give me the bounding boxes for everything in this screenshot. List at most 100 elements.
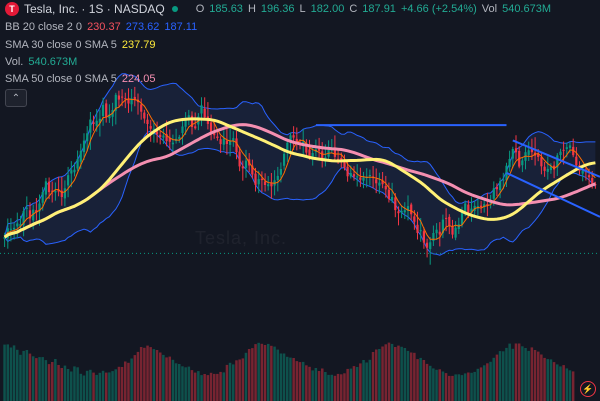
volume-bar bbox=[314, 368, 318, 401]
candle-body bbox=[425, 242, 429, 248]
indicator-volume[interactable]: Vol. 540.673M bbox=[5, 54, 77, 70]
volume-bar bbox=[292, 358, 295, 401]
volume-bar bbox=[289, 357, 292, 401]
candle-body bbox=[190, 115, 194, 127]
symbol-title[interactable]: Tesla, Inc. · 1S · NASDAQ bbox=[24, 2, 165, 16]
volume-bar bbox=[25, 350, 29, 401]
volume-bar bbox=[514, 343, 518, 401]
volume-bar bbox=[416, 359, 419, 401]
volume-bar bbox=[479, 367, 483, 401]
candle-body bbox=[384, 186, 387, 190]
candle-body bbox=[229, 140, 232, 145]
volume-bar bbox=[200, 375, 203, 401]
candle-body bbox=[38, 203, 41, 212]
candle-body bbox=[575, 156, 578, 166]
volume-bar bbox=[467, 372, 470, 401]
volume-bar bbox=[365, 362, 368, 401]
volume-bar bbox=[117, 366, 121, 401]
symbol-row[interactable]: T Tesla, Inc. · 1S · NASDAQ O 185.63 H 1… bbox=[5, 1, 551, 17]
candle-body bbox=[149, 126, 152, 129]
candle-body bbox=[254, 173, 257, 185]
volume-bar bbox=[511, 348, 515, 401]
volume-bar bbox=[28, 353, 32, 401]
candle-body bbox=[162, 135, 165, 138]
candle-body bbox=[400, 210, 403, 213]
volume-bar bbox=[6, 344, 9, 401]
volume-bar bbox=[197, 371, 200, 401]
candle-body bbox=[311, 153, 314, 158]
volume-bar bbox=[498, 351, 502, 401]
change-value: +4.66 (+2.54%) bbox=[400, 3, 477, 15]
volume-bar bbox=[556, 364, 559, 401]
candle-body bbox=[305, 143, 308, 153]
candle-body bbox=[321, 151, 324, 162]
lightning-icon[interactable]: ⚡ bbox=[580, 381, 596, 397]
indicator-bb[interactable]: BB 20 close 2 0 230.37 273.62 187.11 bbox=[5, 19, 197, 35]
candle-body bbox=[565, 147, 568, 149]
candle-body bbox=[511, 149, 514, 159]
volume-bar bbox=[171, 359, 175, 401]
volume-bar bbox=[89, 369, 92, 401]
volume-bar bbox=[178, 364, 181, 401]
candle-body bbox=[124, 98, 127, 100]
volume-bar bbox=[317, 371, 321, 401]
indicator-sma50[interactable]: SMA 50 close 0 SMA 5 224.05 bbox=[5, 71, 156, 87]
candle-body bbox=[527, 150, 530, 155]
volume-bar bbox=[16, 349, 19, 401]
candle-body bbox=[591, 178, 594, 184]
candle-body bbox=[171, 142, 174, 145]
volume-bar bbox=[384, 344, 387, 401]
candle-body bbox=[479, 205, 483, 207]
volume-bar bbox=[473, 371, 476, 401]
volume-bar bbox=[298, 362, 302, 401]
volume-bar bbox=[390, 343, 394, 401]
volume-bar bbox=[260, 343, 264, 401]
candle-body bbox=[540, 157, 543, 167]
volume-bar bbox=[311, 370, 314, 401]
indicator-label: Vol. bbox=[5, 56, 24, 68]
candle-body bbox=[502, 179, 505, 181]
volume-bar bbox=[267, 343, 270, 401]
volume-bar bbox=[273, 346, 276, 401]
candle-body bbox=[257, 179, 260, 185]
collapse-legend-button[interactable]: ⌃ bbox=[5, 89, 27, 107]
volume-bar bbox=[352, 366, 356, 401]
candle-body bbox=[92, 122, 95, 124]
volume-bar bbox=[270, 345, 273, 401]
indicator-sma30[interactable]: SMA 30 close 0 SMA 5 237.79 bbox=[5, 37, 156, 53]
candle-body bbox=[47, 181, 51, 193]
candle-body bbox=[556, 155, 559, 168]
candle-body bbox=[146, 119, 149, 124]
volume-bar bbox=[114, 369, 117, 401]
open-value: 185.63 bbox=[209, 3, 243, 15]
volume-bar bbox=[95, 374, 98, 401]
volume-bar bbox=[359, 363, 362, 401]
candle-body bbox=[317, 148, 321, 151]
candle-body bbox=[13, 227, 16, 230]
volume-bar bbox=[12, 345, 16, 401]
volume-bar bbox=[463, 373, 467, 401]
candle-body bbox=[368, 175, 371, 176]
candle-body bbox=[82, 140, 86, 153]
volume-bar bbox=[241, 358, 245, 401]
volume-bar bbox=[457, 374, 461, 401]
candle-body bbox=[63, 188, 66, 199]
candle-body bbox=[470, 208, 473, 214]
volume-bar bbox=[3, 344, 6, 401]
close-label: C bbox=[349, 3, 358, 15]
volume-bar bbox=[146, 345, 149, 401]
volume-bar bbox=[152, 349, 156, 401]
volume-label: Vol bbox=[481, 3, 498, 15]
volume-bar bbox=[568, 370, 572, 401]
volume-bar bbox=[340, 374, 343, 401]
volume-bar bbox=[343, 373, 346, 401]
candle-body bbox=[308, 149, 311, 157]
high-value: 196.36 bbox=[260, 3, 295, 15]
candle-body bbox=[483, 204, 486, 207]
candle-body bbox=[187, 115, 190, 118]
volume-bar bbox=[66, 369, 70, 401]
volume-bar bbox=[429, 365, 432, 401]
candle-body bbox=[168, 137, 171, 142]
candle-body bbox=[51, 190, 54, 192]
